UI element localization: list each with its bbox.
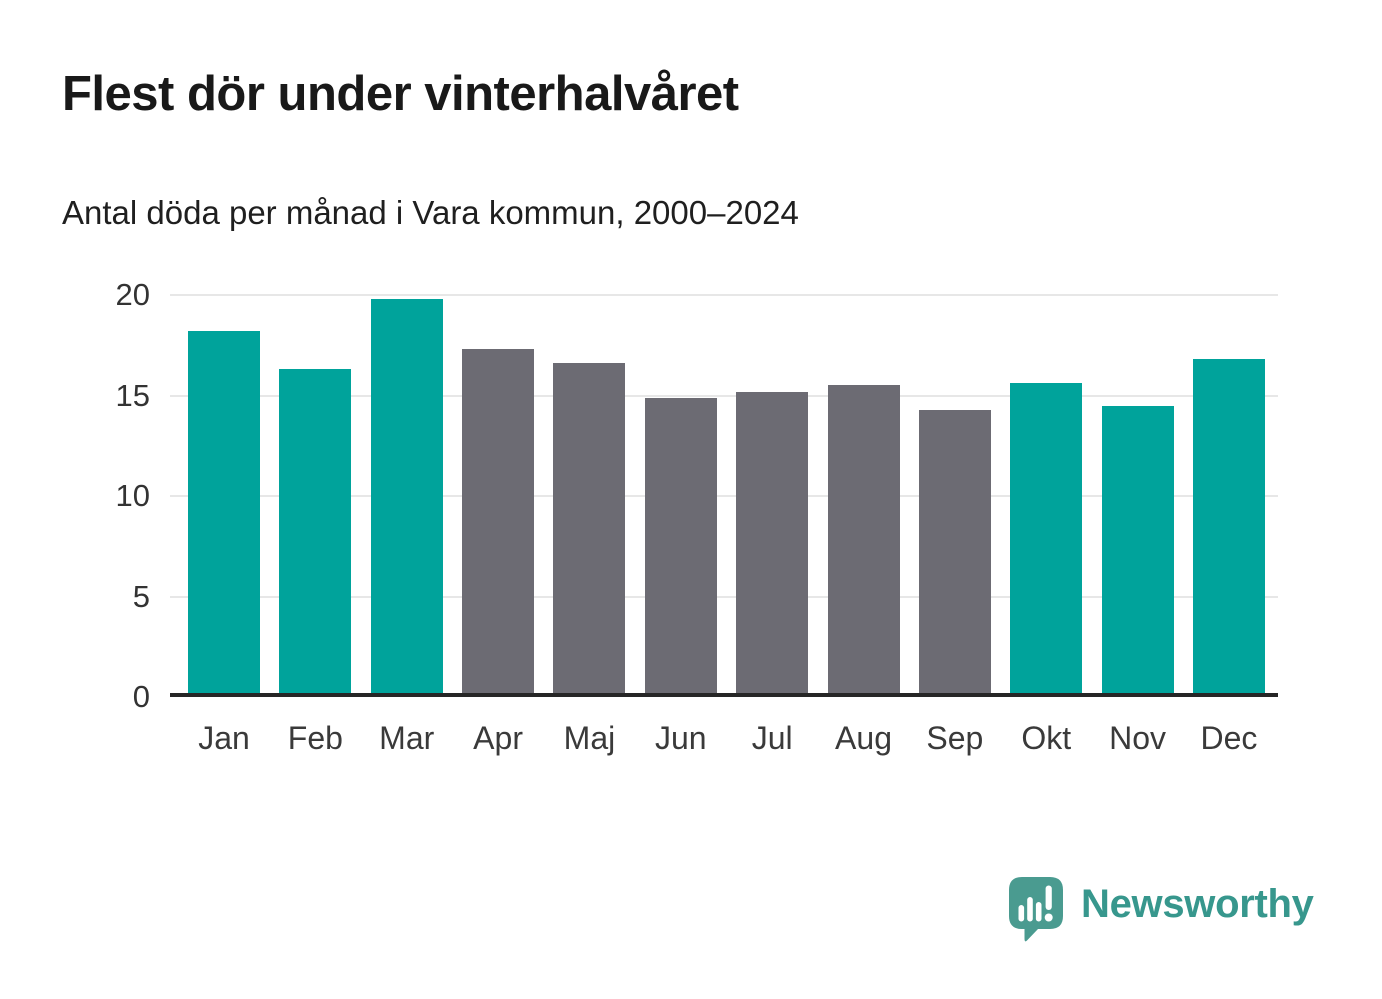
y-tick-label-15: 15 (115, 377, 150, 413)
x-tick-label-aug: Aug (835, 720, 892, 756)
x-axis: Jan Feb Mar Apr Maj Jun Jul Aug Sep Okt Nov Dec (170, 716, 1278, 760)
bar-okt (1010, 383, 1083, 693)
x-tick-label-dec: Dec (1200, 720, 1258, 756)
gridline-5 (170, 595, 1278, 598)
bar-jul (736, 391, 809, 693)
chart-title: Flest dör under vinterhalvåret (62, 67, 739, 121)
y-tick-label-5: 5 (132, 578, 150, 614)
x-tick-label-jun: Jun (655, 720, 707, 756)
y-tick-label-10: 10 (115, 478, 150, 513)
x-tick-label-sep: Sep (926, 720, 984, 756)
gridline-10 (170, 495, 1278, 497)
x-tick-label-apr: Apr (473, 720, 523, 756)
bar-aug (827, 385, 900, 693)
bar-sep (918, 409, 991, 693)
y-tick-label-20: 20 (115, 277, 150, 312)
y-axis: 20 15 10 5 0 (0, 0, 150, 999)
bar-nov (1101, 405, 1174, 693)
x-tick-label-mar: Mar (379, 720, 435, 756)
newsworthy-logo: Newsworthy (1008, 876, 1314, 942)
bar-apr (462, 349, 535, 693)
x-tick-label-nov: Nov (1109, 720, 1167, 756)
bars-container (170, 295, 1278, 693)
bar-mar (370, 299, 443, 693)
newsworthy-logo-text: Newsworthy (1081, 881, 1314, 926)
chart-subtitle: Antal döda per månad i Vara kommun, 2000… (62, 194, 799, 231)
y-tick-label-0: 0 (132, 679, 150, 714)
x-tick-label-jul: Jul (751, 720, 793, 756)
newsworthy-logo-icon (1009, 877, 1063, 942)
x-tick-label-jan: Jan (198, 720, 250, 756)
bar-maj (553, 363, 626, 693)
bar-jun (644, 397, 717, 693)
bar-dec (1192, 359, 1265, 693)
gridline-20 (170, 294, 1278, 296)
x-tick-label-feb: Feb (287, 720, 343, 756)
bar-feb (279, 369, 352, 693)
gridline-15 (170, 394, 1278, 397)
plot-area (170, 294, 1278, 697)
bar-jan (188, 331, 260, 693)
x-tick-label-okt: Okt (1021, 720, 1072, 756)
x-tick-label-maj: Maj (563, 720, 616, 756)
